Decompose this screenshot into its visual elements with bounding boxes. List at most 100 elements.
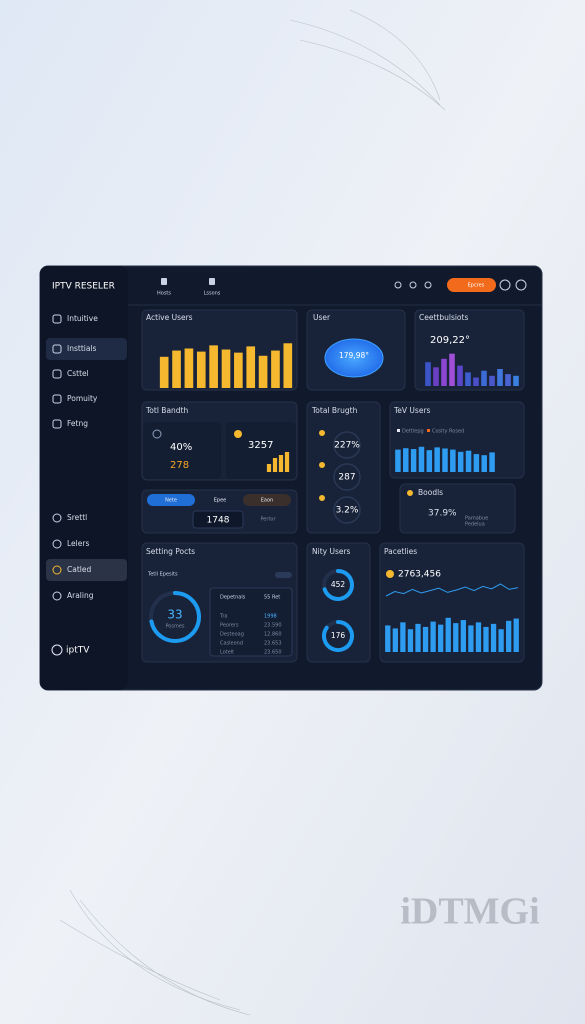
contributions-value: 209,22° [430,335,470,346]
stat-value: 287 [338,473,355,483]
bar [422,626,429,652]
bar [234,352,243,388]
sidebar-item[interactable]: Insttials [67,344,97,353]
table-cell: 23.590 [264,623,282,629]
sidebar-icon[interactable] [52,591,62,601]
sidebar-icon[interactable] [52,394,62,404]
table-cell: Casleond [220,641,243,647]
icon [234,430,242,438]
bar [221,349,231,388]
sidebar-icon[interactable] [52,565,62,575]
bar [483,626,489,652]
pill-label[interactable]: Epee [214,498,227,504]
table-cell: 23.653 [264,641,282,647]
bar [481,455,487,472]
bar [425,362,431,386]
header-icon[interactable] [409,281,417,289]
bar [481,370,487,386]
sidebar-item[interactable]: Pomuity [67,394,98,403]
sidebar-icon[interactable] [52,539,62,549]
header-icon[interactable] [394,281,402,289]
pill-label[interactable]: Nete [165,498,177,504]
logo-icon [51,644,63,656]
watermark: iDTMGi [400,891,539,933]
card-title: Nity Users [312,547,351,556]
boodls-value: 37.9% [428,509,457,519]
bar [498,629,504,652]
bar [441,358,447,386]
bar [410,449,417,472]
decoration [59,9,446,1016]
bar [407,629,414,652]
pill[interactable] [147,494,195,506]
bar [465,372,471,386]
sidebar-item[interactable]: Srettl [67,513,87,522]
sidebar-icon[interactable] [52,419,62,429]
sidebar-item[interactable]: Csttel [67,369,89,378]
pill-label[interactable]: Eaon [261,498,273,504]
icon [319,495,325,501]
legend-item: Dettlepg [402,429,424,435]
bar [184,348,194,388]
bar [258,355,268,388]
bar [430,621,436,652]
nav-icon [209,278,215,285]
bar [278,455,284,472]
icon [407,490,413,496]
icon [386,570,394,578]
legend-item: Pedelua [465,522,485,528]
table-cell: 12.860 [264,632,282,638]
icon [152,429,162,439]
card-title: Boodls [418,488,443,497]
sidebar-item[interactable]: Catled [67,565,91,574]
ring-value: 33 [167,608,182,622]
bar [460,620,466,652]
sidebar-active [46,559,127,581]
sidebar-icon[interactable] [52,513,62,523]
legend-swatch [427,429,430,432]
ring-track [333,496,361,524]
ring-track [333,463,361,491]
value-box [192,510,244,529]
pill[interactable] [243,494,291,506]
bar [385,625,391,652]
bar [513,618,519,652]
bar [403,448,409,472]
sidebar-icon[interactable] [52,314,62,324]
bar [246,346,256,388]
sidebar-item[interactable]: Araling [67,591,94,600]
header-icon[interactable] [424,281,432,289]
logo: iptTV [66,646,90,656]
bar [473,454,480,472]
bar [392,628,398,652]
stat-value: 3257 [248,440,273,451]
table-cell: Desteoag [220,632,244,638]
sidebar-item[interactable]: Lelers [67,539,89,548]
bar [473,377,479,386]
table-cell: Peorers [220,623,239,629]
table-cell: Lotelt [220,650,234,656]
sidebar-icon[interactable] [52,369,62,379]
header-icon[interactable] [499,279,511,291]
bar [283,343,293,388]
table-cell: 1998 [264,614,277,620]
header-icon[interactable] [515,279,527,291]
header-button-label: Epcres [468,283,485,289]
bar [172,350,181,388]
sidebar-icon[interactable] [52,344,62,354]
sidebar-item[interactable]: Fetng [67,419,88,428]
stat-value: 3.2% [336,506,359,516]
header-button[interactable] [447,278,496,292]
bar [457,365,463,386]
bar [489,452,495,472]
status-label: Pertor [260,517,276,523]
bar [434,447,440,472]
legend-item: Pamabue [465,516,488,522]
bar [271,350,280,388]
bar [438,624,444,652]
ring-arc [322,569,354,601]
bar [272,458,278,472]
sidebar-item[interactable]: Intuitive [67,314,98,323]
